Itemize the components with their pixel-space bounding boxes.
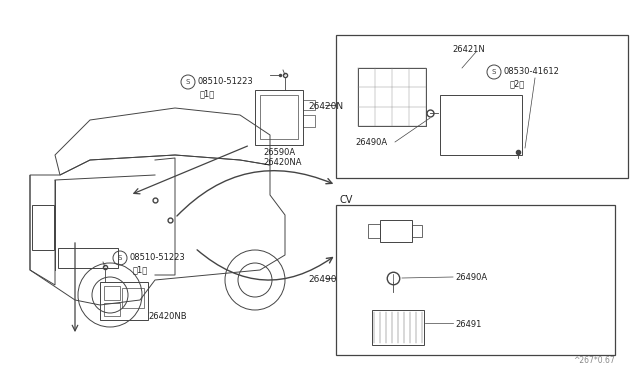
Text: 26420NB: 26420NB: [148, 312, 187, 321]
Text: 26490A: 26490A: [355, 138, 387, 147]
Text: （1）: （1）: [133, 265, 148, 274]
Bar: [358, 68, 426, 126]
Bar: [303, 100, 315, 110]
Bar: [303, 115, 315, 127]
Text: 26490: 26490: [308, 275, 337, 284]
Bar: [260, 95, 298, 139]
Text: （2）: （2）: [510, 79, 525, 88]
Bar: [380, 220, 412, 242]
Text: CV: CV: [340, 195, 353, 205]
Text: ^267*0.67: ^267*0.67: [573, 356, 615, 365]
Text: 26490A: 26490A: [455, 273, 487, 282]
Text: 26590A: 26590A: [263, 148, 295, 157]
Bar: [104, 303, 120, 316]
Text: 26420N: 26420N: [308, 102, 343, 111]
Bar: [255, 90, 303, 145]
Bar: [122, 288, 144, 308]
Text: 08510-51223: 08510-51223: [129, 253, 185, 262]
Text: S: S: [492, 69, 496, 75]
Bar: [368, 224, 380, 238]
Text: S: S: [118, 255, 122, 261]
Text: （1）: （1）: [200, 89, 215, 98]
Text: 26491: 26491: [455, 320, 481, 329]
Bar: [412, 225, 422, 237]
Text: 08530-41612: 08530-41612: [503, 67, 559, 76]
Text: 08510-51223: 08510-51223: [197, 77, 253, 86]
Text: 26421N: 26421N: [452, 45, 484, 54]
Text: S: S: [186, 79, 190, 85]
Bar: [372, 310, 424, 345]
Bar: [58, 248, 118, 268]
Bar: [336, 35, 628, 178]
Bar: [32, 205, 54, 250]
Bar: [336, 205, 615, 355]
Bar: [100, 282, 148, 320]
Text: 26420NA: 26420NA: [263, 158, 301, 167]
Bar: [104, 286, 120, 300]
Bar: [440, 95, 522, 155]
